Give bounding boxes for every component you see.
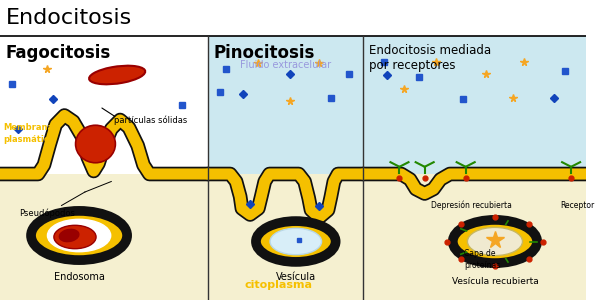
Bar xyxy=(208,174,363,300)
Text: Depresión recubierta: Depresión recubierta xyxy=(431,201,511,210)
Circle shape xyxy=(467,227,523,256)
Text: Membrana
plasmática: Membrana plasmática xyxy=(3,123,55,143)
Ellipse shape xyxy=(89,66,145,84)
Ellipse shape xyxy=(54,225,96,249)
Text: Receptor: Receptor xyxy=(560,201,595,210)
Text: Endosoma: Endosoma xyxy=(53,272,104,281)
Circle shape xyxy=(47,219,111,252)
Circle shape xyxy=(270,228,322,255)
Bar xyxy=(208,36,363,174)
Text: Endocitosis: Endocitosis xyxy=(6,8,132,28)
Text: partículas sólidas: partículas sólidas xyxy=(114,115,187,125)
Ellipse shape xyxy=(59,230,79,242)
Bar xyxy=(0,174,208,300)
Text: Vesícula: Vesícula xyxy=(276,272,316,281)
Ellipse shape xyxy=(76,125,115,163)
Text: Capa de
proteínas: Capa de proteínas xyxy=(464,250,500,269)
Text: Pinocitosis: Pinocitosis xyxy=(214,44,315,62)
Text: Pseudópodos: Pseudópodos xyxy=(19,208,75,218)
Bar xyxy=(363,36,586,174)
Bar xyxy=(0,0,586,36)
Text: Vesícula recubierta: Vesícula recubierta xyxy=(452,278,538,286)
Circle shape xyxy=(453,220,537,263)
Text: citoplasma: citoplasma xyxy=(244,280,312,290)
Circle shape xyxy=(256,221,335,262)
Bar xyxy=(363,174,586,300)
Text: Fagocitosis: Fagocitosis xyxy=(6,44,111,62)
Circle shape xyxy=(31,211,127,260)
Bar xyxy=(0,36,208,174)
Text: Fluido extracelular: Fluido extracelular xyxy=(240,60,331,70)
Text: Endocitosis mediada
por receptores: Endocitosis mediada por receptores xyxy=(369,44,491,73)
